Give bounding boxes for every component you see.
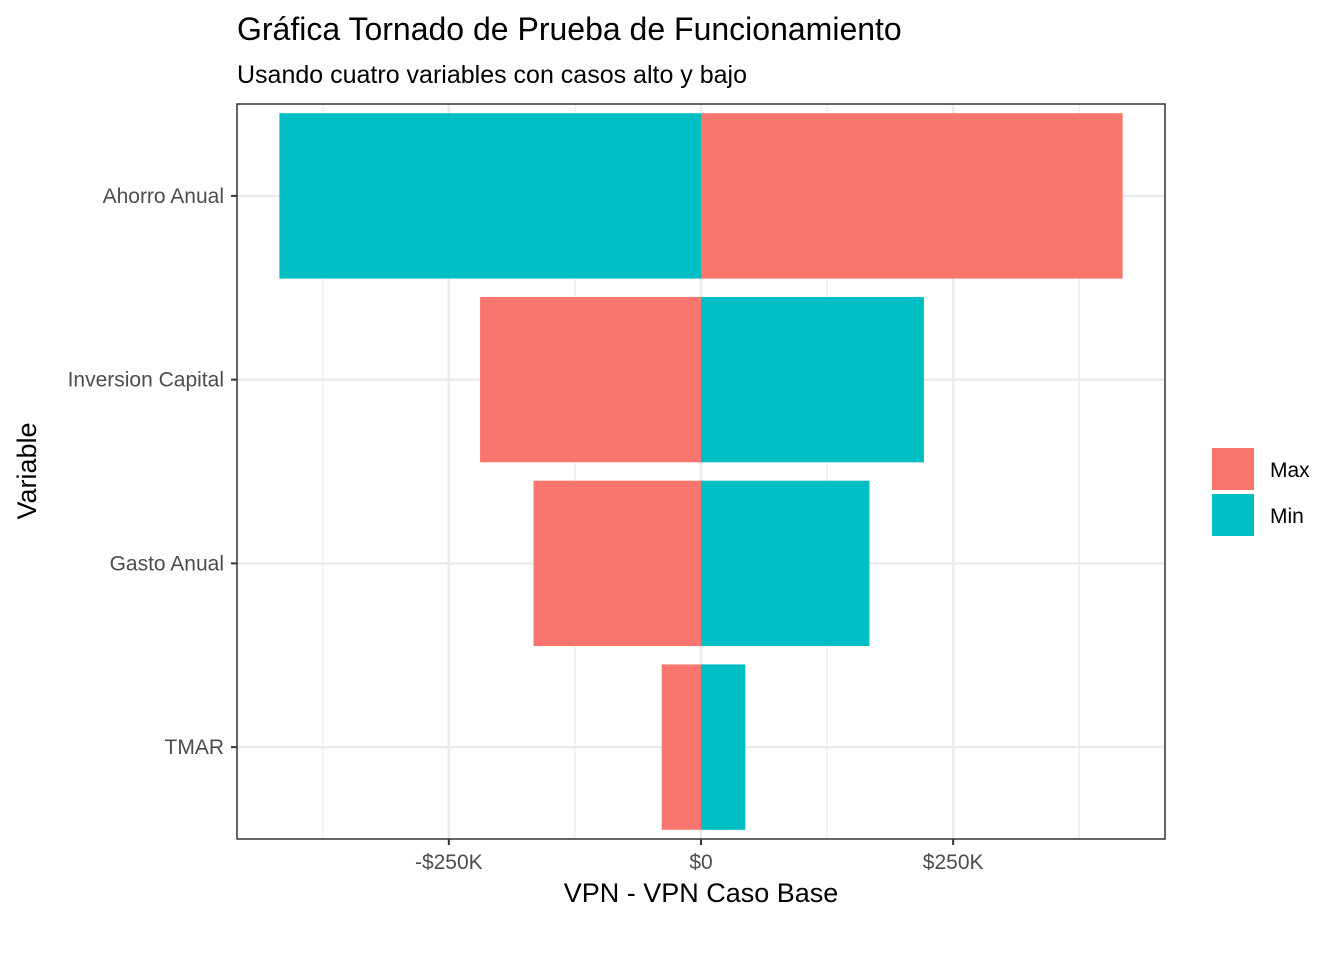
x-tick-label: $250K xyxy=(923,851,984,874)
chart-subtitle: Usando cuatro variables con casos alto y… xyxy=(237,61,747,89)
y-tick-label: TMAR xyxy=(165,736,225,759)
legend-key-min xyxy=(1212,494,1254,536)
x-tick-label: -$250K xyxy=(415,851,483,874)
y-tick-label: Gasto Anual xyxy=(110,552,224,575)
bar-max-gasto-anual xyxy=(533,480,701,647)
bar-min-gasto-anual xyxy=(701,480,870,647)
y-axis: Ahorro Anual Inversion Capital Gasto Anual… xyxy=(68,185,237,759)
legend: Max Min xyxy=(1212,448,1310,536)
bars xyxy=(279,113,1123,830)
y-tick-label: Ahorro Anual xyxy=(103,185,224,208)
legend-label-min: Min xyxy=(1270,505,1304,528)
bar-min-tmar xyxy=(701,664,746,830)
y-tick-label: Inversion Capital xyxy=(68,369,224,392)
bar-min-ahorro-anual xyxy=(279,113,701,279)
y-axis-title: Variable xyxy=(12,422,42,519)
x-tick-label: $0 xyxy=(689,851,712,874)
bar-max-tmar xyxy=(661,664,701,830)
legend-key-max xyxy=(1212,448,1254,490)
x-axis-title: VPN - VPN Caso Base xyxy=(564,878,839,908)
bar-max-inversion-capital xyxy=(480,296,701,463)
bar-max-ahorro-anual xyxy=(701,113,1123,279)
x-axis: -$250K $0 $250K xyxy=(415,839,984,874)
bar-min-inversion-capital xyxy=(701,296,924,463)
chart-title: Gráfica Tornado de Prueba de Funcionamie… xyxy=(237,11,902,47)
legend-label-max: Max xyxy=(1270,459,1310,482)
